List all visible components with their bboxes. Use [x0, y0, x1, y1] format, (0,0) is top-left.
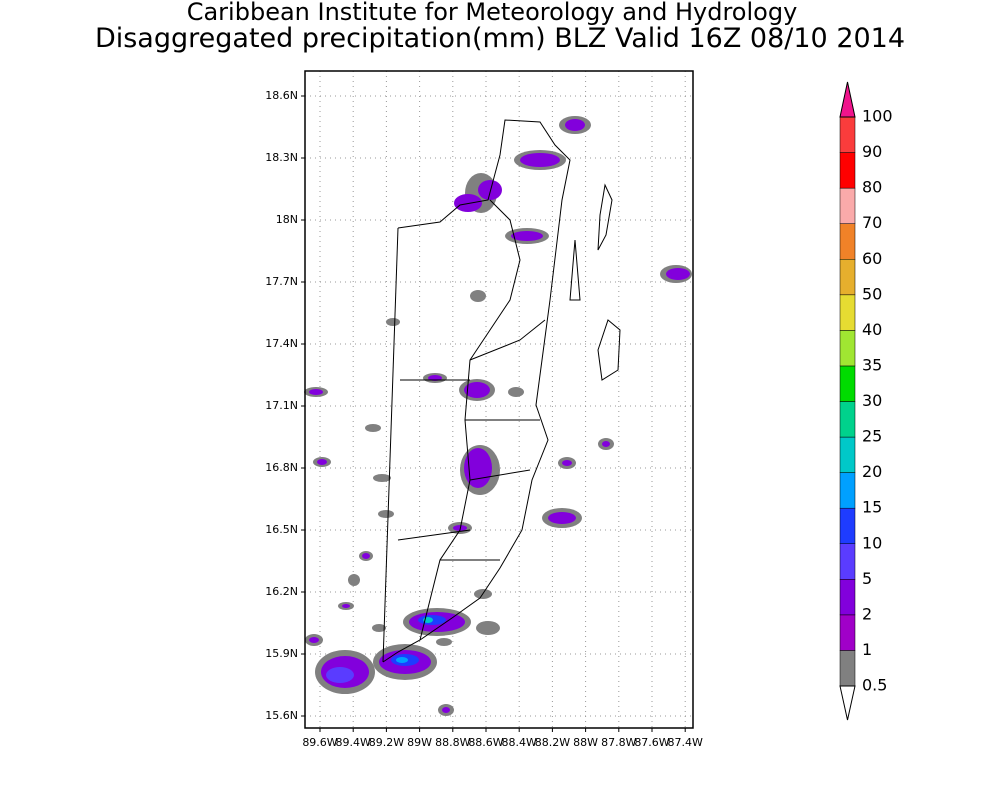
map-frame: [304, 70, 694, 729]
lat-label: 17.7N: [265, 275, 298, 288]
lat-label: 16.2N: [265, 585, 298, 598]
colorbar-label: 1: [862, 640, 872, 659]
colorbar-segment: [839, 579, 856, 616]
colorbar-segment: [839, 472, 856, 509]
lon-label: 89.4W: [336, 736, 371, 749]
lon-label: 88W: [573, 736, 598, 749]
colorbar-segment: [839, 650, 856, 687]
colorbar-below: [839, 685, 856, 721]
colorbar-segment: [839, 543, 856, 580]
lon-label: 88.2W: [535, 736, 570, 749]
map: [301, 70, 694, 732]
colorbar-label: 25: [862, 427, 882, 446]
colorbar-segment: [839, 614, 856, 651]
colorbar-segment: [839, 436, 856, 473]
colorbar-segment: [839, 330, 856, 367]
lat-label: 17.1N: [265, 399, 298, 412]
lat-label: 17.4N: [265, 337, 298, 350]
lon-label: 89.6W: [302, 736, 337, 749]
lon-label: 89W: [407, 736, 432, 749]
colorbar-segment: [839, 507, 856, 544]
colorbar-segment: [839, 294, 856, 331]
colorbar-segment: [839, 365, 856, 402]
lon-label: 87.6W: [634, 736, 669, 749]
lon-label: 88.4W: [502, 736, 537, 749]
colorbar-segment: [839, 223, 856, 260]
colorbar-label: 80: [862, 178, 882, 197]
subtitle: Disaggregated precipitation(mm) BLZ Vali…: [95, 23, 905, 54]
lat-label: 18.6N: [265, 89, 298, 102]
lon-label: 88.8W: [435, 736, 470, 749]
colorbar-label: 35: [862, 355, 882, 374]
colorbar-label: 90: [862, 142, 882, 161]
lon-label: 88.6W: [468, 736, 503, 749]
colorbar-segment: [839, 116, 856, 153]
colorbar-label: 40: [862, 320, 882, 339]
lat-label: 15.6N: [265, 709, 298, 722]
colorbar-segment: [839, 187, 856, 224]
title: Caribbean Institute for Meteorology and …: [187, 0, 798, 26]
lon-label: 89.2W: [369, 736, 404, 749]
colorbar-label: 50: [862, 284, 882, 303]
colorbar-segment: [839, 401, 856, 438]
lon-label: 87.4W: [668, 736, 703, 749]
coastlines: [382, 119, 621, 663]
colorbar-label: 60: [862, 249, 882, 268]
map-background: [305, 71, 693, 728]
lat-label: 15.9N: [265, 647, 298, 660]
colorbar-label: 2: [862, 604, 872, 623]
colorbar-label: 0.5: [862, 676, 887, 695]
lon-label: 87.8W: [601, 736, 636, 749]
lat-label: 18.3N: [265, 151, 298, 164]
colorbar-label: 10: [862, 533, 882, 552]
lat-label: 18N: [276, 213, 298, 226]
colorbar-segment: [839, 259, 856, 296]
colorbar-label: 70: [862, 213, 882, 232]
lat-label: 16.8N: [265, 461, 298, 474]
colorbar-segment: [839, 152, 856, 189]
colorbar-label: 30: [862, 391, 882, 410]
colorbar-label: 5: [862, 569, 872, 588]
lat-label: 16.5N: [265, 523, 298, 536]
colorbar-above: [839, 81, 856, 118]
colorbar-label: 100: [862, 107, 893, 126]
colorbar-label: 15: [862, 498, 882, 517]
colorbar-label: 20: [862, 462, 882, 481]
